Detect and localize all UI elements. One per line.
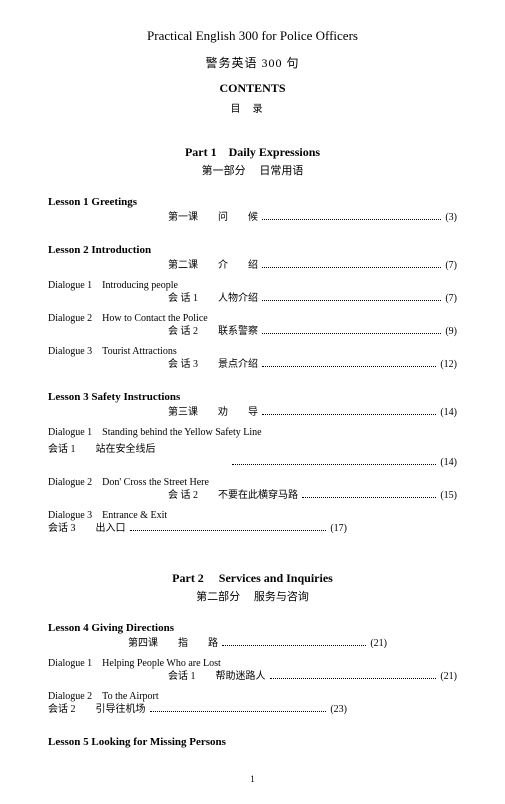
lesson2-head: Lesson 2 Introduction (48, 244, 457, 256)
contents-heading-cn: 目录 (48, 100, 457, 115)
lesson3-sub-left: 第三课 劝 导 (168, 405, 258, 421)
lesson4-d2-en: Dialogue 2 To the Airport (48, 687, 457, 702)
leader (150, 711, 327, 712)
lesson4-head: Lesson 4 Giving Directions (48, 622, 457, 634)
part1-title-en: Part 1 Daily Expressions (48, 143, 457, 160)
lesson3-sub-row: 第三课 劝 导 (14) (48, 405, 457, 421)
lesson1-sub-left: 第一课 问 候 (168, 210, 258, 226)
leader (130, 530, 327, 531)
lesson3-d3-cn-left: 会话 3 出入口 (48, 521, 126, 537)
lesson2-d3-pg: (12) (440, 357, 457, 373)
leader (262, 267, 441, 268)
part2-title-cn: 第二部分 服务与咨询 (48, 588, 457, 604)
leader (262, 414, 436, 415)
lesson2-d2-cn-left: 会 话 2 联系警察 (168, 324, 258, 340)
leader (270, 678, 437, 679)
lesson2-d2-pg: (9) (445, 324, 457, 340)
lesson3-d3-en: Dialogue 3 Entrance & Exit (48, 506, 457, 521)
lesson3-head: Lesson 3 Safety Instructions (48, 391, 457, 403)
lesson2-d1-en: Dialogue 1 Introducing people (48, 276, 457, 291)
lesson2-d1-pg: (7) (445, 291, 457, 307)
lesson3-d1-en: Dialogue 1 Standing behind the Yellow Sa… (48, 423, 457, 438)
lesson2-d3-cn-left: 会 话 3 景点介绍 (168, 357, 258, 373)
lesson1-sub-pg: (3) (445, 210, 457, 226)
lesson4-d2-cn-row: 会话 2 引导往机场 (23) (48, 702, 457, 718)
lesson4-d1-en: Dialogue 1 Helping People Who are Lost (48, 654, 457, 669)
doc-title-en: Practical English 300 for Police Officer… (48, 28, 457, 44)
leader (232, 464, 436, 465)
lesson4-d1-cn-left: 会话 1 帮助迷路人 (168, 669, 266, 685)
lesson1-head: Lesson 1 Greetings (48, 196, 457, 208)
lesson4-d2-pg: (23) (330, 702, 457, 718)
doc-title-cn: 警务英语 300 句 (48, 54, 457, 71)
lesson2-sub-left: 第二课 介 绍 (168, 258, 258, 274)
lesson4-d2-cn-left: 会话 2 引导往机场 (48, 702, 146, 718)
leader (262, 219, 441, 220)
leader (262, 366, 436, 367)
lesson3-d2-en: Dialogue 2 Don' Cross the Street Here (48, 473, 457, 488)
lesson2-d2-cn-row: 会 话 2 联系警察 (9) (48, 324, 457, 340)
lesson4-d1-pg: (21) (440, 669, 457, 685)
lesson3-sub-pg: (14) (440, 405, 457, 421)
lesson2-d2-en: Dialogue 2 How to Contact the Police (48, 309, 457, 324)
leader (222, 645, 366, 646)
leader (302, 497, 436, 498)
lesson3-d2-cn-row: 会 话 2 不要在此横穿马路 (15) (48, 488, 457, 504)
lesson3-d1-pg: (14) (440, 455, 457, 471)
lesson1-sub-row: 第一课 问 候 (3) (48, 210, 457, 226)
lesson3-d2-pg: (15) (440, 488, 457, 504)
lesson3-d2-cn-left: 会 话 2 不要在此横穿马路 (168, 488, 298, 504)
lesson4-sub-row: 第四课 指 路 (21) (48, 636, 457, 652)
lesson3-d3-cn-row: 会话 3 出入口 (17) (48, 521, 457, 537)
lesson3-d1-cn: 会话 1 站在安全线后 (48, 440, 457, 455)
contents-heading-en: CONTENTS (48, 81, 457, 96)
lesson3-d3-pg: (17) (330, 521, 457, 537)
lesson2-d3-en: Dialogue 3 Tourist Attractions (48, 342, 457, 357)
part2-title-en: Part 2 Services and Inquiries (48, 569, 457, 586)
lesson2-d1-cn-row: 会 话 1 人物介绍 (7) (48, 291, 457, 307)
lesson4-sub-left: 第四课 指 路 (128, 636, 218, 652)
lesson2-d3-cn-row: 会 话 3 景点介绍 (12) (48, 357, 457, 373)
lesson5-head: Lesson 5 Looking for Missing Persons (48, 736, 457, 748)
lesson2-sub-row: 第二课 介 绍 (7) (48, 258, 457, 274)
lesson2-d1-cn-left: 会 话 1 人物介绍 (168, 291, 258, 307)
leader (262, 333, 441, 334)
lesson3-d1-pg-row: (14) (48, 455, 457, 471)
lesson2-sub-pg: (7) (445, 258, 457, 274)
page-root: Practical English 300 for Police Officer… (0, 0, 505, 804)
page-number: 1 (48, 774, 457, 784)
leader (262, 300, 441, 301)
lesson4-d1-cn-row: 会话 1 帮助迷路人 (21) (48, 669, 457, 685)
part1-title-cn: 第一部分 日常用语 (48, 162, 457, 178)
lesson4-sub-pg: (21) (370, 636, 457, 652)
